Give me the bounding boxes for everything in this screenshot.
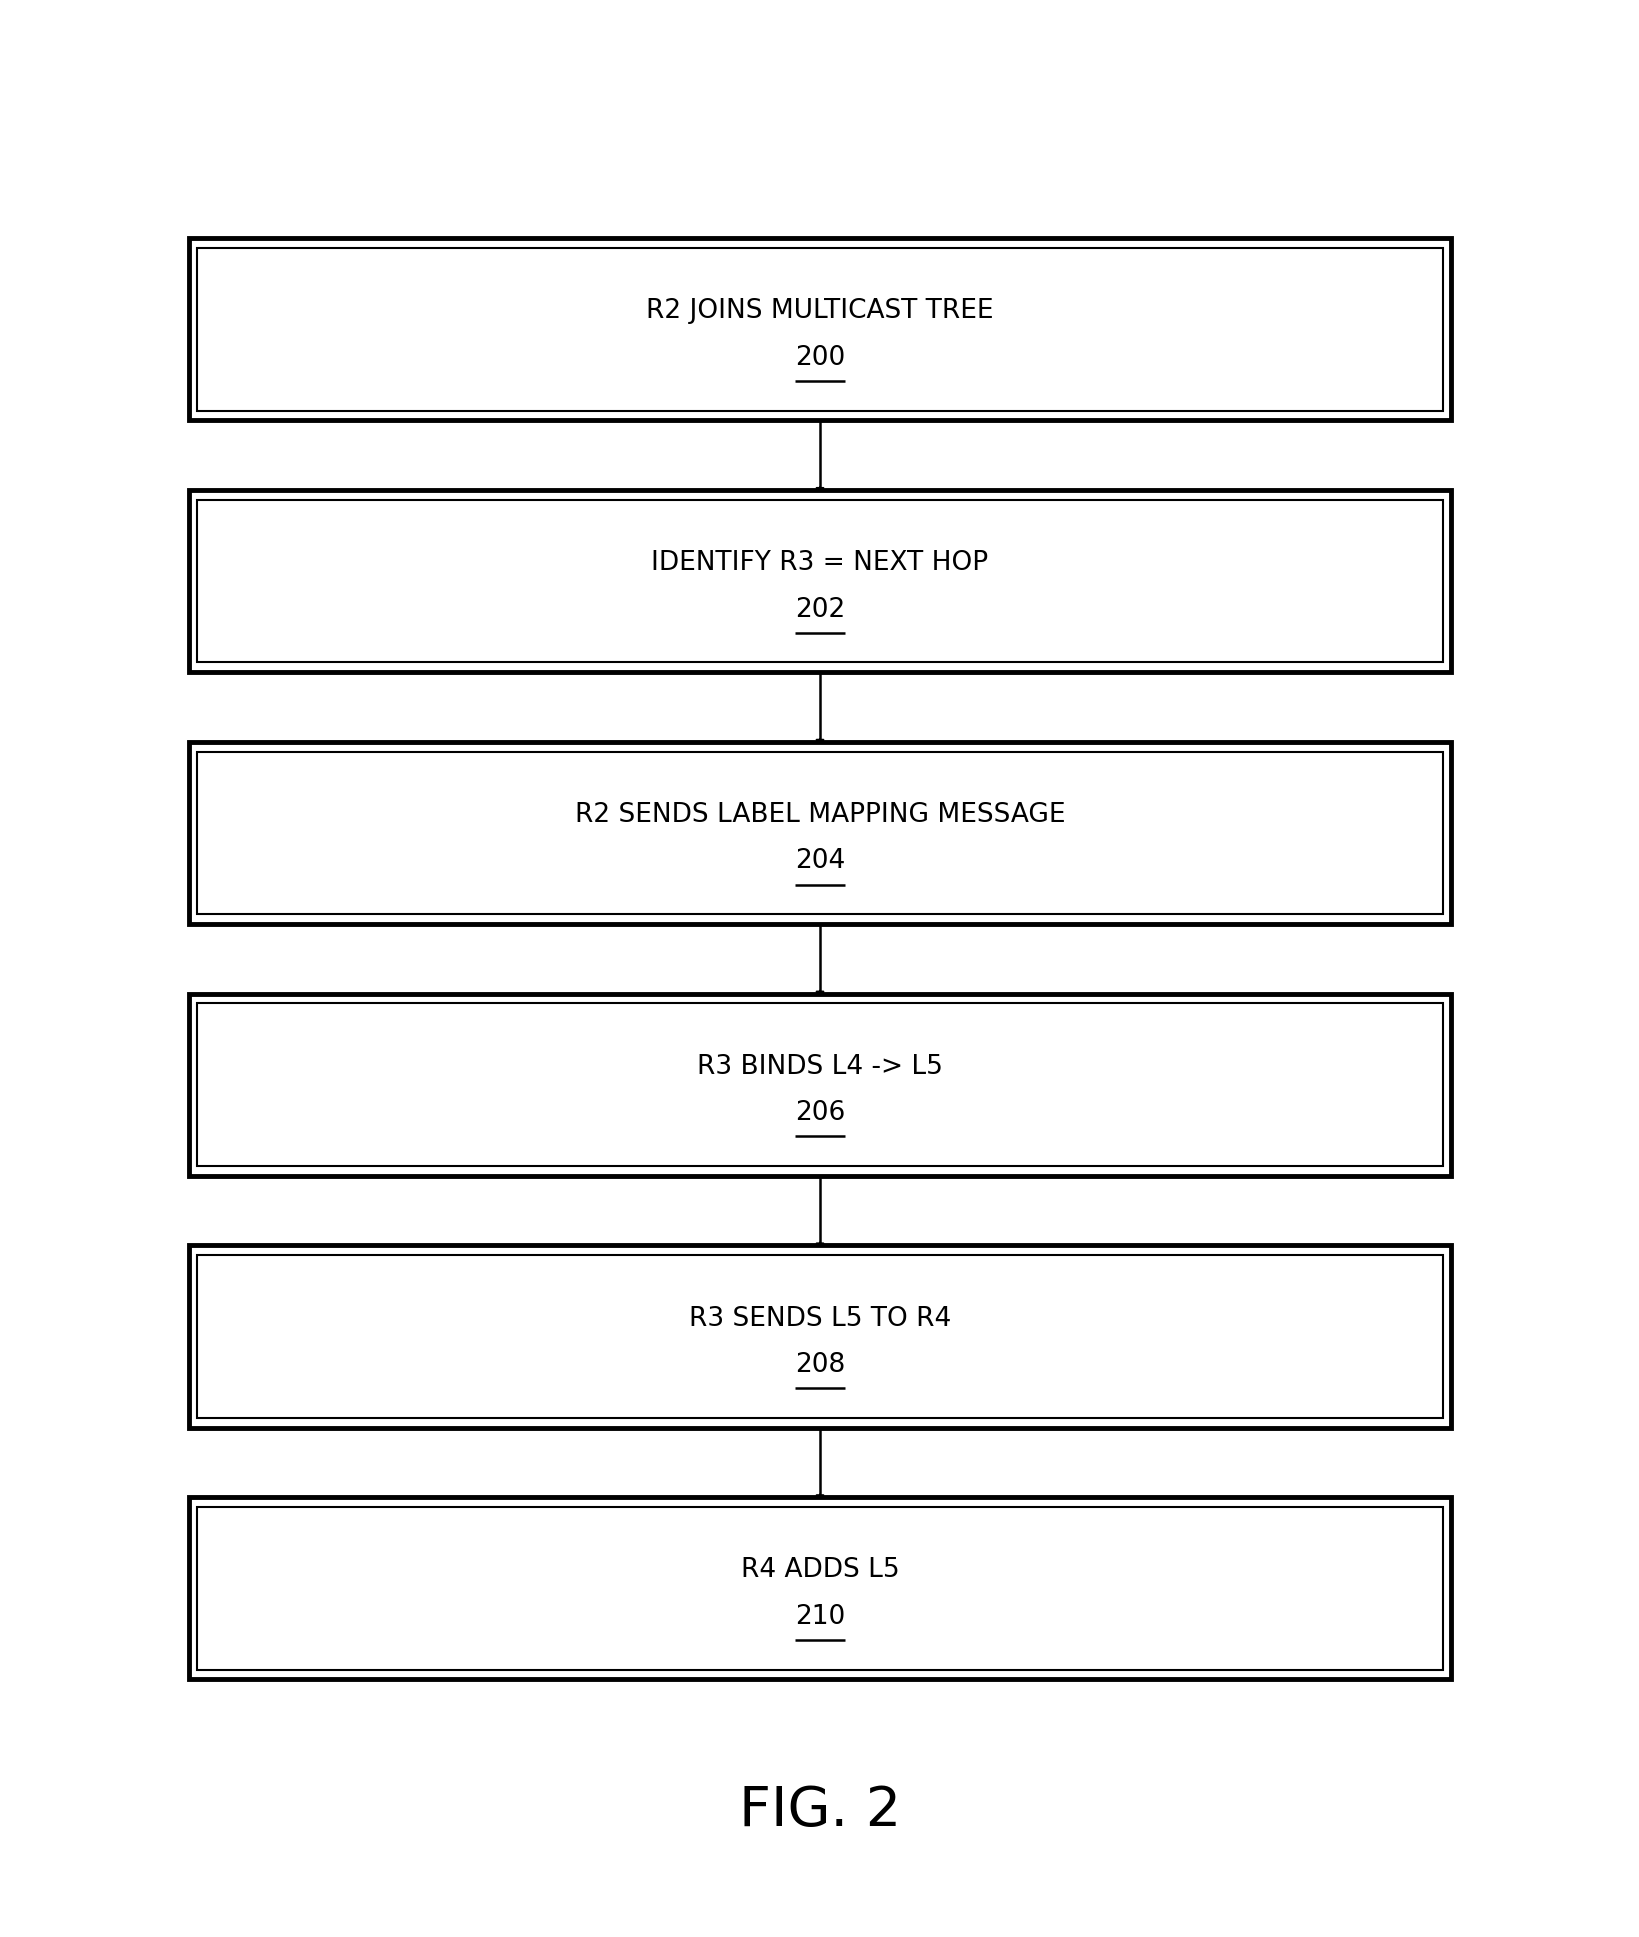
Bar [197, 752, 1442, 914]
Text: R2 JOINS MULTICAST TREE: R2 JOINS MULTICAST TREE [646, 298, 993, 323]
Bar [197, 248, 1442, 411]
Bar [197, 1507, 1442, 1670]
Bar [197, 1255, 1442, 1418]
Text: 208: 208 [795, 1352, 844, 1377]
Text: FIG. 2: FIG. 2 [739, 1784, 900, 1838]
Text: 202: 202 [795, 597, 844, 622]
Bar [188, 994, 1451, 1176]
Bar [188, 742, 1451, 924]
Bar [188, 490, 1451, 672]
Text: IDENTIFY R3 = NEXT HOP: IDENTIFY R3 = NEXT HOP [651, 550, 988, 575]
Text: R3 SENDS L5 TO R4: R3 SENDS L5 TO R4 [688, 1306, 951, 1331]
Text: 210: 210 [795, 1604, 844, 1629]
Text: R2 SENDS LABEL MAPPING MESSAGE: R2 SENDS LABEL MAPPING MESSAGE [574, 802, 1065, 827]
Text: 204: 204 [795, 848, 844, 874]
Bar [197, 1003, 1442, 1166]
Bar [188, 238, 1451, 420]
Text: R3 BINDS L4 -> L5: R3 BINDS L4 -> L5 [697, 1054, 942, 1079]
Text: R4 ADDS L5: R4 ADDS L5 [741, 1557, 898, 1583]
Bar [188, 1245, 1451, 1428]
Text: 206: 206 [795, 1100, 844, 1125]
Bar [197, 500, 1442, 662]
Bar [188, 1497, 1451, 1679]
Text: 200: 200 [795, 345, 844, 370]
